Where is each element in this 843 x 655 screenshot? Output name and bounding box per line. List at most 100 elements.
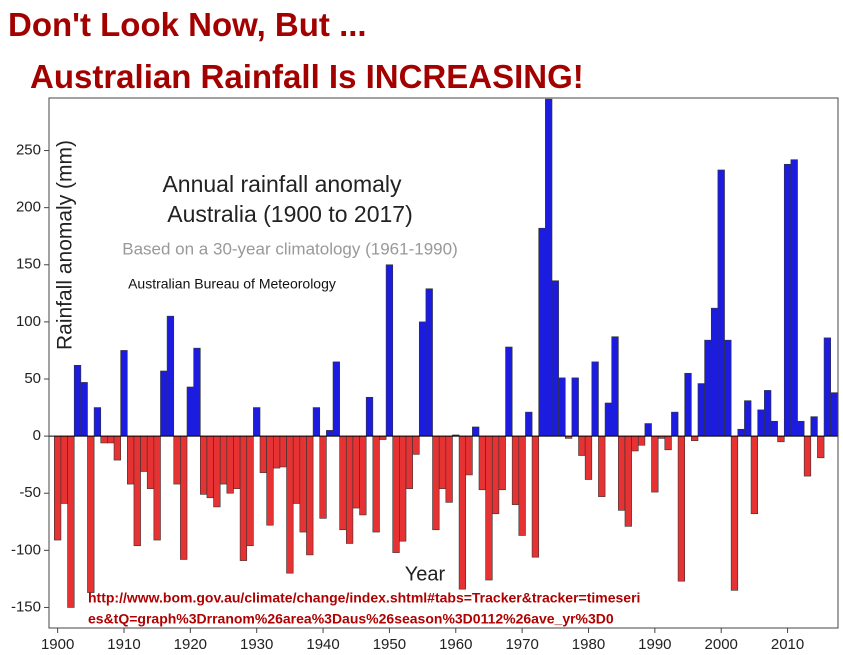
bar [199, 435, 208, 495]
bar [385, 264, 394, 437]
bar [511, 435, 520, 505]
bar [770, 420, 778, 437]
bar [292, 435, 301, 504]
y-tick-label: 150 [16, 256, 41, 273]
bar [644, 423, 652, 437]
bar [671, 411, 679, 437]
bar [379, 435, 387, 440]
bar [219, 435, 228, 485]
bar [319, 435, 327, 519]
bar [418, 321, 427, 437]
bar [817, 435, 825, 459]
x-axis-label: Year [405, 563, 446, 585]
bar [677, 435, 686, 582]
bar [684, 372, 692, 437]
annotation: Annual rainfall anomaly [162, 171, 402, 197]
chart-title: Australian Rainfall Is INCREASING! [30, 58, 584, 95]
bar [438, 435, 447, 489]
bar [54, 435, 62, 541]
bar [299, 435, 307, 533]
bar [604, 402, 613, 437]
bar [750, 435, 759, 515]
bar [783, 163, 792, 437]
bar [226, 435, 234, 494]
bar [107, 435, 115, 444]
bar [531, 435, 540, 558]
bar [810, 416, 818, 437]
y-tick-label: -150 [11, 598, 41, 615]
bar [465, 435, 473, 476]
bar [160, 370, 168, 437]
bar [591, 361, 599, 437]
bar [777, 435, 785, 443]
x-tick-label: 1940 [306, 636, 339, 653]
y-tick-label: 100 [16, 313, 41, 330]
bar [624, 435, 632, 527]
annotation: Australian Bureau of Meteorology [128, 276, 336, 292]
bar [93, 407, 102, 437]
bar [306, 435, 314, 556]
bar [651, 435, 659, 493]
bar [239, 435, 248, 561]
bar [744, 400, 752, 437]
bar [359, 435, 367, 516]
y-axis-label: Rainfall anomaly (mm) [54, 140, 77, 350]
bar [372, 435, 380, 533]
bar [478, 435, 486, 491]
x-tick-label: 1990 [638, 636, 671, 653]
y-tick-label: 50 [24, 370, 41, 387]
bar [498, 435, 506, 491]
bar [757, 409, 765, 437]
bar [618, 435, 626, 511]
bar [133, 435, 141, 547]
bar [253, 407, 261, 437]
plot-frame [48, 97, 839, 629]
bar [127, 435, 135, 485]
bar [631, 435, 639, 452]
y-tick-label: 250 [16, 142, 41, 159]
bar [518, 435, 526, 536]
bar [67, 435, 75, 608]
bar [538, 227, 546, 437]
bar [432, 435, 440, 531]
bar [505, 346, 513, 437]
bar [233, 435, 241, 489]
bar [153, 435, 161, 541]
bar [206, 435, 214, 499]
bar [491, 435, 500, 515]
bar [458, 435, 467, 590]
bar [173, 435, 181, 485]
plot: -150 -100 -50 0 50 100 150 200 250 1900 1910 1920 19… [11, 97, 839, 653]
bar [704, 339, 712, 437]
bar [312, 407, 321, 437]
bar [73, 364, 82, 437]
bar [823, 337, 832, 437]
bar [637, 435, 646, 446]
y-tick-label: -50 [19, 484, 41, 501]
x-tick-label: 1920 [174, 636, 207, 653]
bar [830, 392, 838, 437]
bar [120, 350, 128, 437]
bar [664, 435, 672, 451]
bar [717, 169, 725, 437]
bar [803, 435, 812, 477]
bar [724, 339, 732, 437]
bar [611, 336, 619, 437]
bar [472, 426, 480, 437]
bar [730, 435, 739, 591]
bar [345, 435, 354, 544]
chart-title: Don't Look Now, But ... [8, 6, 367, 43]
source-url: es&tQ=graph%3Drranom%26area%3Daus%26seas… [88, 611, 614, 627]
bar [213, 435, 221, 508]
x-tick-label: 1950 [373, 636, 406, 653]
bar [598, 435, 606, 497]
bar [365, 396, 374, 437]
bar [100, 435, 108, 444]
y-tick-label: 0 [33, 427, 41, 444]
bar [326, 430, 334, 437]
x-tick-label: 1970 [505, 636, 538, 653]
bar [166, 315, 175, 437]
bar [80, 382, 88, 437]
bar [584, 435, 593, 480]
